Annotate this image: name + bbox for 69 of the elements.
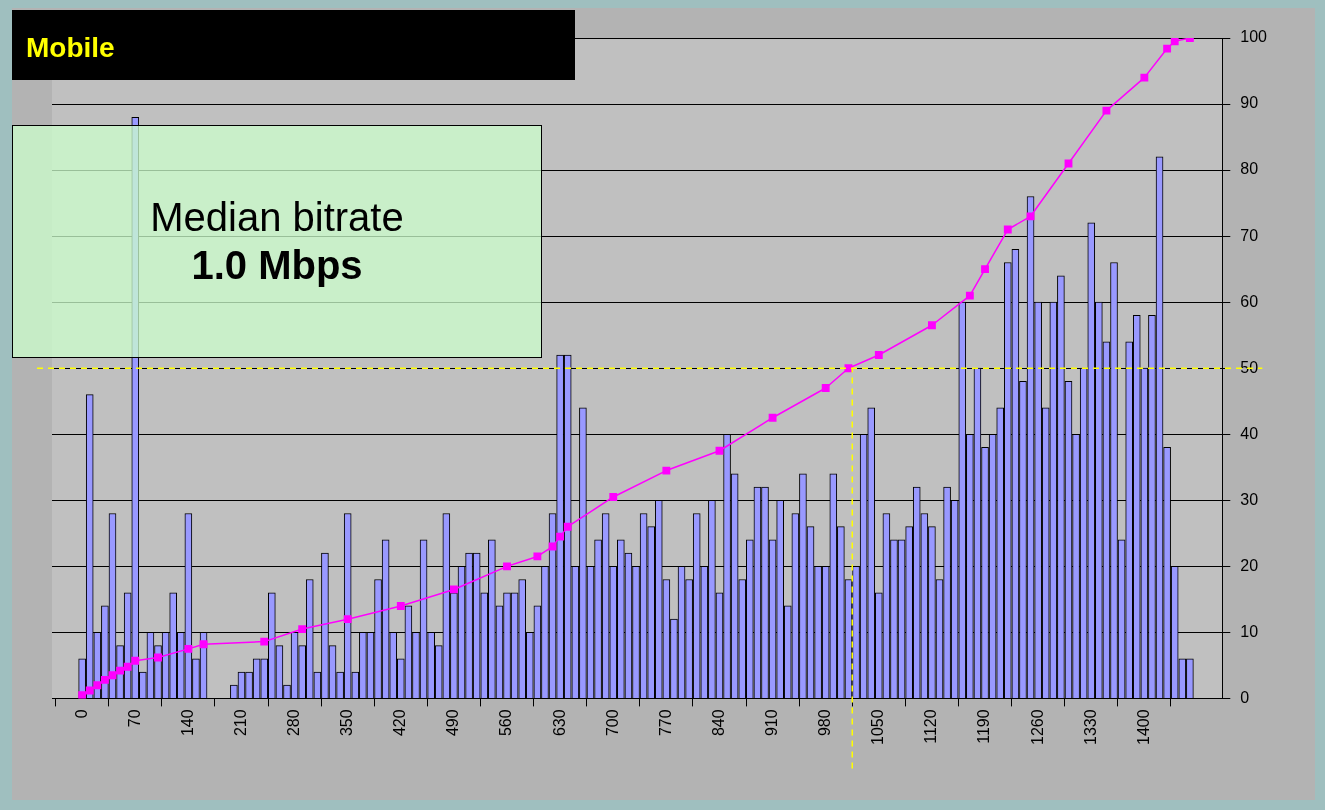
point: [123, 662, 132, 671]
point: [449, 585, 458, 594]
point: [93, 681, 102, 690]
x-tick-label: 490: [444, 709, 462, 737]
y-tick-label: 0: [1240, 688, 1250, 706]
point: [1026, 212, 1035, 221]
point: [184, 644, 193, 653]
point: [1140, 73, 1149, 82]
point: [116, 666, 125, 675]
x-tick-label: 210: [231, 709, 249, 737]
y-tick-label: 20: [1240, 556, 1259, 574]
y-tick-label: 50: [1240, 358, 1259, 376]
x-tick-label: 980: [816, 709, 834, 737]
x-tick-label: 140: [178, 709, 196, 737]
y-tick-label: 100: [1240, 28, 1268, 46]
annotation: 1.0 Mbps: [190, 242, 364, 289]
point: [1102, 106, 1111, 115]
point: [78, 691, 87, 699]
point: [108, 671, 117, 680]
y-tick-label: 10: [1240, 622, 1259, 640]
point: [1003, 225, 1012, 234]
point: [821, 384, 830, 392]
y-tick-label: 70: [1240, 226, 1259, 244]
point: [503, 562, 511, 571]
x-tick-label: 350: [338, 709, 356, 737]
point: [1170, 38, 1179, 46]
point: [662, 466, 671, 475]
x-tick-label: 1400: [1134, 709, 1152, 745]
point: [533, 552, 542, 561]
x-tick-label: 1050: [869, 709, 887, 745]
annotation: Median bitrate: [149, 194, 405, 241]
point: [556, 532, 565, 541]
point: [298, 625, 307, 633]
point: [1163, 44, 1172, 53]
y-tick-label: 90: [1240, 94, 1259, 112]
x-tick-label: 910: [762, 709, 780, 737]
x-tick-label: 700: [603, 709, 621, 737]
point: [563, 522, 572, 531]
point: [965, 291, 974, 300]
point: [768, 413, 777, 422]
x-tick-label: 630: [550, 709, 568, 737]
y-tick-label: 80: [1240, 160, 1259, 178]
point: [343, 615, 352, 624]
point: [396, 602, 405, 610]
x-tick-label: 70: [125, 709, 143, 728]
x-tick-label: 0: [72, 709, 90, 719]
y-tick-label: 60: [1240, 292, 1259, 310]
point: [715, 446, 724, 455]
x-tick-label: 1190: [975, 709, 993, 744]
x-tick-label: 770: [656, 709, 674, 737]
x-tick-label: 560: [497, 709, 515, 737]
point: [260, 637, 269, 646]
point: [85, 686, 94, 695]
point: [609, 493, 618, 501]
point: [154, 653, 162, 662]
x-tick-label: 840: [709, 709, 727, 737]
y-tick-label: 40: [1240, 424, 1259, 442]
x-tick-label: 1260: [1028, 709, 1046, 745]
point: [981, 265, 989, 274]
point: [874, 351, 883, 359]
x-tick-label: 1330: [1081, 709, 1099, 745]
x-tick-label: 420: [391, 709, 409, 737]
point: [199, 640, 208, 649]
x-tick-label: 280: [284, 709, 302, 737]
point: [100, 675, 109, 684]
point: [927, 321, 936, 330]
point: [131, 656, 140, 665]
x-tick-label: 1120: [922, 709, 940, 744]
y-tick-label: 30: [1240, 490, 1259, 508]
